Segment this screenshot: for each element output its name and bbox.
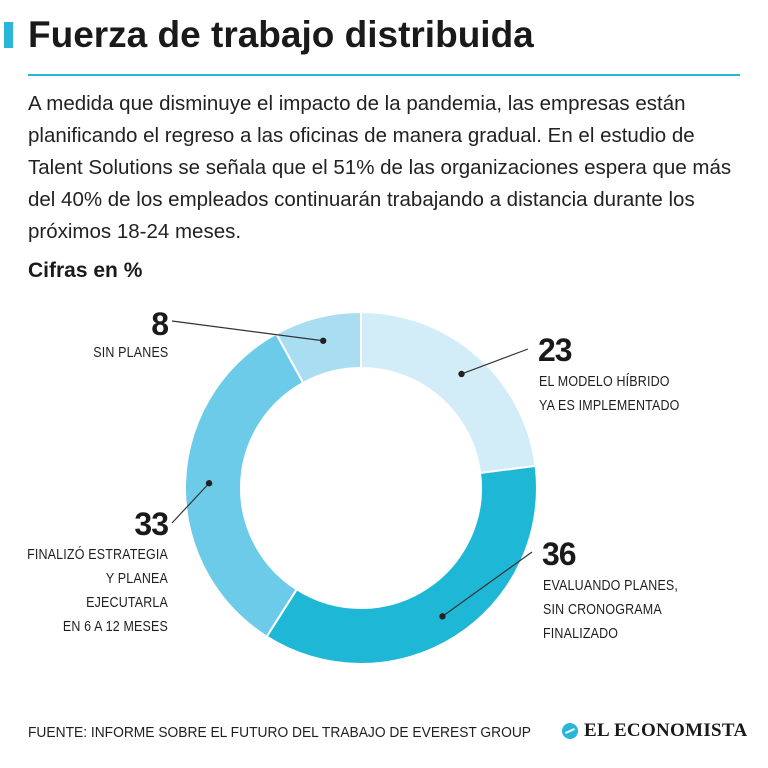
brand-logo: EL ECONOMISTA (562, 720, 748, 742)
leader-dot-hibrido (458, 370, 465, 378)
value-label-evaluando: 36 (542, 536, 577, 572)
source-note: FUENTE: INFORME SOBRE EL FUTURO DEL TRAB… (28, 724, 532, 741)
title-accent-bar (4, 22, 13, 48)
intro-text: A medida que disminuye el impacto de la … (28, 92, 732, 243)
donut-slice-hibrido (360, 310, 537, 475)
globe-logo-icon (562, 723, 578, 739)
brand-name: EL ECONOMISTA (584, 720, 748, 741)
title-divider (28, 74, 740, 76)
value-label-hibrido: 23 (538, 332, 573, 368)
leader-dot-evaluando (439, 613, 446, 620)
leader-line-finalizo (171, 482, 210, 524)
page-title: Fuerza de trabajo distribuida (28, 14, 534, 55)
leader-dot-sin-planes (319, 337, 327, 344)
category-label-hibrido: EL MODELO HÍBRIDO YA ES IMPLEMENTADO (539, 374, 680, 414)
units-label: Cifras en % (28, 259, 143, 282)
value-label-sin-planes: 8 (151, 306, 169, 342)
donut-slice-evaluando (265, 464, 538, 665)
category-label-sin-planes: SIN PLANES (92, 345, 168, 361)
donut-slice-finalizo (184, 332, 305, 638)
leader-line-hibrido (461, 348, 529, 375)
leader-line-evaluando (442, 551, 533, 617)
leader-line-sin-planes (171, 320, 324, 342)
category-label-evaluando: EVALUANDO PLANES, SIN CRONOGRAMA FINALIZ… (543, 578, 679, 642)
value-label-finalizo: 33 (134, 506, 169, 542)
category-label-finalizo: FINALIZÓ ESTRATEGIA Y PLANEA EJECUTARLA … (27, 547, 168, 635)
leader-dot-finalizo (205, 480, 213, 487)
donut-slice-sin-planes (274, 310, 362, 385)
